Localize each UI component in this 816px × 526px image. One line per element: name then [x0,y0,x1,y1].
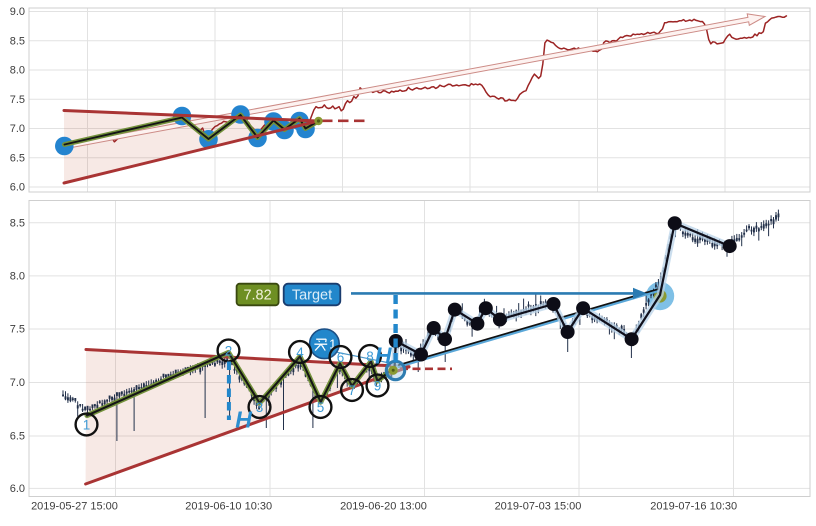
svg-text:8.5: 8.5 [10,217,25,229]
svg-text:8.5: 8.5 [10,35,25,47]
svg-text:2019-05-27 15:00: 2019-05-27 15:00 [31,501,118,513]
svg-text:2019-06-10 10:30: 2019-06-10 10:30 [185,501,272,513]
svg-text:2: 2 [225,343,233,358]
svg-text:8: 8 [366,349,374,364]
svg-text:6.0: 6.0 [10,483,25,495]
svg-text:4: 4 [296,345,304,360]
svg-text:6: 6 [337,350,345,365]
svg-text:7: 7 [348,383,356,398]
svg-text:2019-07-16 10:30: 2019-07-16 10:30 [650,501,737,513]
svg-text:6.0: 6.0 [10,182,25,194]
svg-text:8.0: 8.0 [10,271,25,283]
svg-text:H: H [235,407,252,433]
svg-text:5: 5 [317,400,325,415]
svg-text:2019-06-20 13:00: 2019-06-20 13:00 [340,501,427,513]
svg-text:7.0: 7.0 [10,123,25,135]
svg-text:H: H [375,343,392,369]
svg-text:Target: Target [292,288,332,304]
svg-text:7.0: 7.0 [10,377,25,389]
svg-text:7.82: 7.82 [243,288,271,304]
svg-text:8.0: 8.0 [10,65,25,77]
svg-text:2019-07-03 15:00: 2019-07-03 15:00 [495,501,582,513]
svg-text:6.5: 6.5 [10,431,25,443]
svg-text:7.5: 7.5 [10,324,25,336]
svg-text:3: 3 [256,400,264,415]
svg-text:9: 9 [374,378,382,393]
svg-text:9.0: 9.0 [10,6,25,18]
svg-text:1: 1 [83,417,91,432]
svg-text:6.5: 6.5 [10,152,25,164]
svg-text:7.5: 7.5 [10,94,25,106]
svg-text:1: 1 [329,337,336,352]
